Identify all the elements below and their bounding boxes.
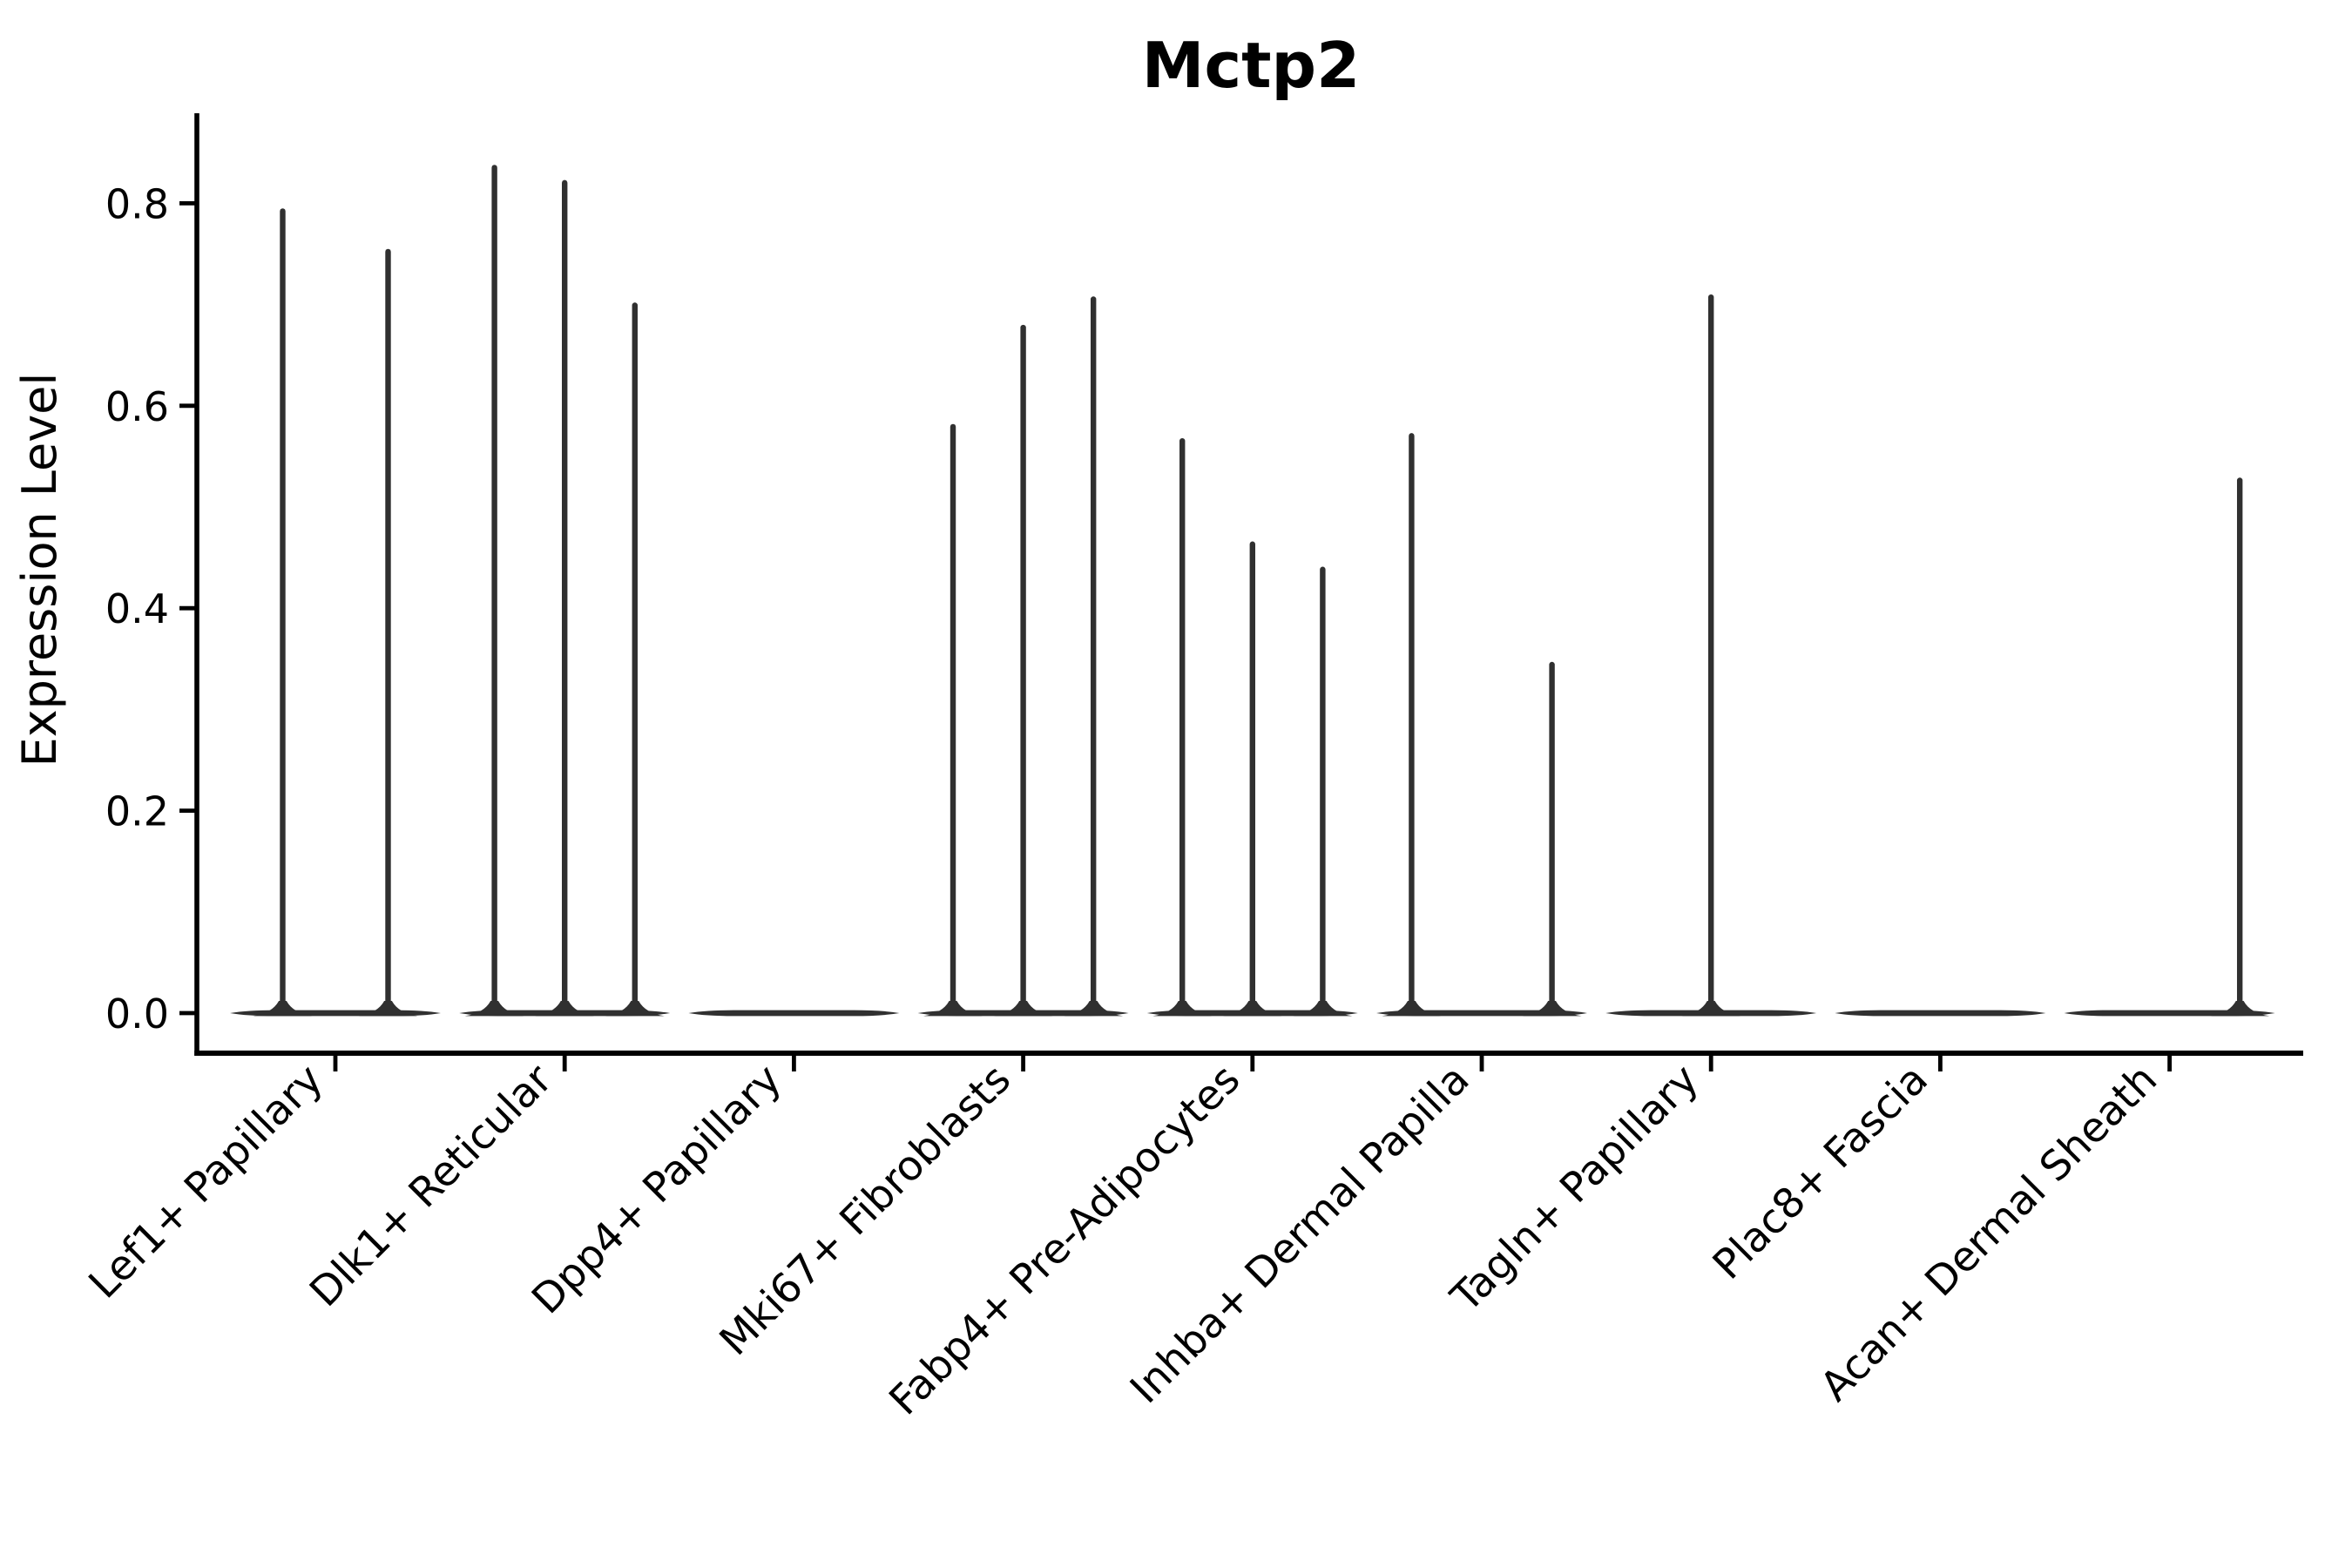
violin-baseline [1835,1010,2046,1017]
violin-baseline [688,1010,900,1017]
axes: 0.0 0.2 0.4 0.6 0.8 [105,113,2303,1071]
y-tick-label: 0.6 [105,383,169,430]
y-tick-label: 0.4 [105,585,169,632]
y-axis-label: Expression Level [12,373,67,767]
y-tick-label: 0.8 [105,180,169,227]
x-tick-label: Lef1+ Papillary [80,1056,333,1308]
x-tick-label: Dlk1+ Reticular [301,1055,562,1316]
violins-layer [230,165,2275,1017]
y-tick-label: 0.2 [105,788,169,835]
x-tick-label: Plac8+ Fascia [1704,1056,1937,1289]
y-tick-label: 0.0 [105,990,169,1037]
x-tick-label: Dpp4+ Papillary [523,1056,791,1324]
x-tick-label: Tagln+ Papillary [1442,1056,1708,1322]
chart-title: Mctp2 [1142,29,1360,102]
